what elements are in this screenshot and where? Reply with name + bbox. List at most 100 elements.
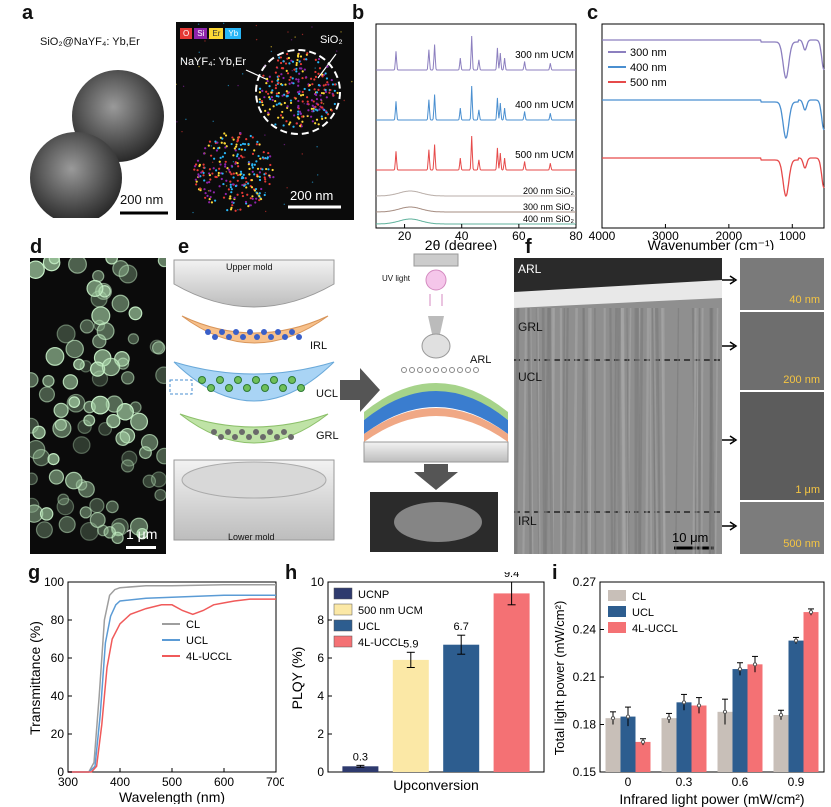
- ftir-series-line: [602, 39, 825, 80]
- panel-label-f: f: [525, 236, 532, 258]
- eds-element-dot: [295, 61, 298, 65]
- eds-element-dot: [263, 193, 266, 197]
- grl-particle: [239, 429, 245, 435]
- eds-background-dot: [204, 40, 206, 42]
- eds-element-dot: [299, 55, 303, 58]
- luminescent-particle: [91, 370, 109, 387]
- eds-element-dot: [224, 165, 227, 168]
- luminescent-particle: [26, 260, 45, 279]
- eds-element-dot: [266, 92, 270, 95]
- eds-element-dot: [203, 188, 206, 191]
- eds-element-dot: [286, 92, 289, 95]
- eds-background-dot: [210, 145, 212, 147]
- eds-element-dot: [301, 90, 304, 94]
- eds-element-dot: [232, 138, 235, 141]
- eds-element-dot: [301, 100, 304, 103]
- eds-element-dot: [241, 156, 244, 159]
- plqy-value-label: 9.4: [504, 572, 519, 580]
- eds-element-dot: [239, 173, 242, 176]
- eds-element-dot: [208, 198, 211, 201]
- irl-particle: [247, 329, 253, 335]
- light-power-chart: 0 0.3 0.6 0.9 0.15 0.18 0.21 0.24 0.27 CL UCL 4L-U…: [552, 575, 825, 807]
- eds-element-dot: [238, 147, 241, 151]
- panel-label-h: h: [285, 562, 298, 584]
- sem-scale-label: 10 μm: [672, 530, 709, 545]
- eds-element-dot: [326, 81, 329, 84]
- eds-element-dot: [324, 88, 327, 92]
- eds-element-dot: [212, 147, 216, 150]
- eds-element-dot: [327, 83, 330, 86]
- eds-element-dot: [282, 76, 285, 80]
- tem-sample-label: SiO₂@NaYF₄: Yb,Er: [40, 36, 140, 48]
- eds-element-dot: [249, 204, 252, 207]
- eds-element-dot: [292, 125, 295, 128]
- eds-element-dot: [315, 118, 319, 121]
- h-legend-label: 500 nm UCM: [358, 605, 423, 617]
- eds-element-dot: [219, 136, 222, 139]
- eds-element-dot: [264, 109, 267, 112]
- ucl-particle: [261, 384, 269, 392]
- plqy-chart: 0.3 5.9 6.7 9.4 0 2 4 6 8 10 UCNP 500 nm UCM UCL 4L…: [289, 572, 545, 793]
- eds-background-dot: [270, 46, 272, 48]
- grl-particles: [211, 429, 294, 440]
- eds-background-dot: [311, 26, 313, 28]
- eds-element-dot: [325, 111, 328, 114]
- eds-background-dot: [306, 114, 309, 117]
- luminescent-particle: [120, 371, 135, 385]
- eds-element-dot: [311, 104, 314, 107]
- eds-element-dot: [267, 168, 270, 171]
- eds-element-dot: [203, 179, 206, 182]
- eds-element-dot: [324, 72, 327, 75]
- eds-element-dot: [263, 96, 266, 99]
- sem-streak: [514, 307, 520, 554]
- sem-streak: [621, 307, 627, 554]
- eds-element-dot: [299, 124, 302, 128]
- eds-background-dot: [232, 161, 235, 163]
- luminescent-particle: [86, 279, 104, 297]
- eds-element-dot: [296, 113, 300, 116]
- plqy-value-label: 5.9: [403, 638, 418, 650]
- eds-element-dot: [328, 91, 331, 94]
- light-power-data-point: [625, 714, 631, 719]
- luminescent-particle: [45, 347, 65, 366]
- eds-element-dot: [235, 172, 238, 175]
- eds-element-dot: [313, 78, 316, 81]
- eds-element-dot: [225, 179, 228, 182]
- inset-scale-grl: 200 nm: [783, 374, 820, 386]
- core-dashed-circle: [255, 49, 341, 135]
- process-arrow-down: [414, 464, 458, 490]
- inset-scale-ucl: 1 μm: [795, 484, 820, 496]
- eds-element-dot: [194, 178, 197, 181]
- i-x-tick-label: 0: [625, 775, 632, 789]
- eds-element-dot: [232, 172, 235, 175]
- eds-element-dot: [272, 176, 275, 179]
- luminescent-particle: [111, 294, 130, 313]
- eds-element-dot: [210, 201, 214, 204]
- i-legend-swatch: [608, 590, 626, 601]
- h-legend-label: UCL: [358, 621, 380, 633]
- eds-element-dot: [250, 186, 254, 189]
- eds-background-dot: [286, 187, 288, 189]
- eds-element-dot: [333, 83, 337, 86]
- luminescent-particle: [83, 414, 96, 427]
- eds-element-dot: [295, 63, 298, 67]
- schematic-drawing: [169, 253, 509, 552]
- eds-element-dot: [232, 176, 235, 179]
- eds-element-dot: [245, 186, 248, 189]
- sem-streak: [535, 307, 541, 554]
- eds-element-dot: [295, 70, 298, 73]
- element-legend: O Si Er Yb: [180, 28, 242, 39]
- eds-element-dot: [275, 94, 278, 98]
- eds-element-dot: [233, 147, 236, 150]
- eds-element-dot: [279, 56, 283, 59]
- eds-element-dot: [308, 83, 311, 87]
- eds-element-dot: [240, 154, 243, 157]
- tem-particles: [30, 70, 168, 224]
- eds-element-dot: [314, 108, 317, 111]
- ucl-particle: [216, 376, 224, 384]
- assembly-base-mold: [363, 441, 509, 463]
- eds-element-dot: [249, 134, 252, 138]
- sem-streak: [580, 307, 585, 554]
- sem-streak: [537, 307, 541, 554]
- g-y-tick-label: 100: [44, 575, 64, 589]
